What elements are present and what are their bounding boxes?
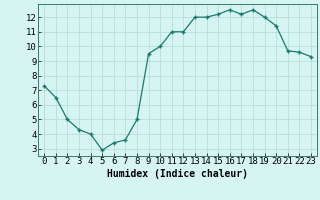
X-axis label: Humidex (Indice chaleur): Humidex (Indice chaleur) xyxy=(107,169,248,179)
